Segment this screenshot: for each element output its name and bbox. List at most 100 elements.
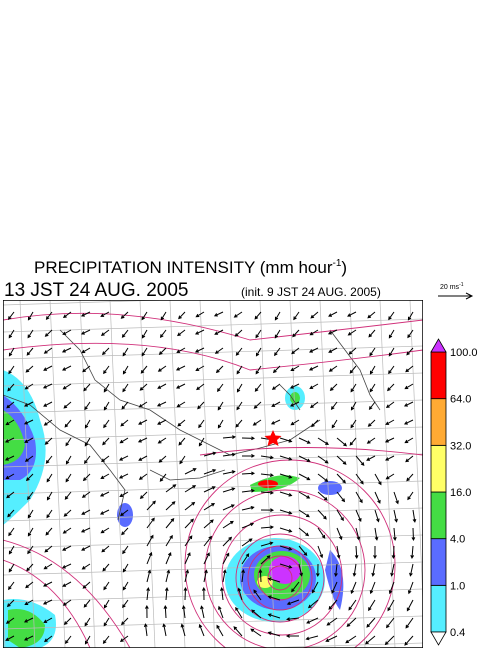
wind-arrow xyxy=(24,383,34,390)
wind-arrow xyxy=(309,347,319,353)
wind-arrow xyxy=(350,419,357,429)
wind-arrow xyxy=(292,329,300,338)
wind-arrow xyxy=(349,365,357,374)
wind-arrow xyxy=(42,383,53,389)
wind-arrow xyxy=(388,329,395,339)
wind-arrow xyxy=(409,563,414,577)
wind-arrow xyxy=(122,347,129,357)
wind-arrow xyxy=(184,569,189,583)
wind-arrow xyxy=(367,311,376,319)
wind-arrow xyxy=(157,365,167,372)
wind-arrow xyxy=(215,365,224,374)
wind-arrow xyxy=(274,347,281,357)
wind-arrow xyxy=(336,473,346,484)
wind-arrow xyxy=(163,604,168,619)
grid-line xyxy=(169,300,186,648)
wind-arrow xyxy=(62,599,72,606)
wind-arrow xyxy=(355,455,365,466)
wind-arrow xyxy=(4,437,15,443)
wind-arrow xyxy=(406,599,414,612)
wind-arrow xyxy=(350,401,357,411)
wind-arrow xyxy=(25,365,34,373)
wind-arrow xyxy=(160,311,167,321)
wind-arrow xyxy=(196,383,205,391)
wind-arrow xyxy=(82,581,91,589)
wind-arrow xyxy=(44,545,53,553)
wind-arrow xyxy=(103,599,110,609)
wind-arrow xyxy=(404,437,414,444)
wind-arrow xyxy=(100,311,110,317)
wind-arrow xyxy=(285,634,300,638)
wind-arrow xyxy=(369,347,376,357)
grid-line xyxy=(3,399,423,414)
wind-arrow xyxy=(157,419,167,425)
wind-arrow xyxy=(258,568,263,583)
wind-arrow xyxy=(24,599,34,606)
wind-arrow xyxy=(176,401,186,408)
wind-arrow xyxy=(100,329,110,336)
wind-arrow xyxy=(84,437,91,447)
wind-arrow xyxy=(103,581,110,591)
wind-arrow xyxy=(374,509,380,523)
wind-arrow xyxy=(165,484,177,493)
wind-arrow xyxy=(7,383,15,392)
wind-arrow xyxy=(352,563,357,577)
wind-arrow xyxy=(84,419,91,429)
wind-arrow xyxy=(328,311,338,317)
wind-arrow xyxy=(368,401,376,410)
grid-line xyxy=(139,300,156,648)
wind-arrow xyxy=(122,581,129,591)
wind-arrow xyxy=(119,437,129,444)
wind-arrow xyxy=(5,617,15,624)
wind-arrow xyxy=(184,468,197,475)
wind-arrow xyxy=(222,520,234,529)
wind-arrow xyxy=(122,599,129,609)
wind-arrow xyxy=(146,587,150,601)
wind-arrow xyxy=(410,545,415,559)
wind-arrow xyxy=(158,455,167,463)
grid-line xyxy=(3,561,423,576)
wind-arrow xyxy=(355,491,363,504)
wind-arrow xyxy=(198,623,205,637)
wind-arrow xyxy=(5,419,15,426)
wind-arrow xyxy=(271,401,281,407)
wind-arrow xyxy=(45,455,53,464)
wind-arrow xyxy=(175,365,186,371)
wind-arrow xyxy=(5,635,15,641)
colorbar-over xyxy=(430,338,447,353)
wind-arrow xyxy=(391,545,396,560)
wind-arrow xyxy=(407,329,414,339)
wind-arrow xyxy=(84,401,91,411)
wind-arrow xyxy=(24,455,34,462)
wind-arrow xyxy=(252,419,262,426)
wind-arrow xyxy=(84,635,91,645)
wind-arrow xyxy=(178,311,186,320)
wind-arrow xyxy=(118,473,129,479)
grid-line xyxy=(109,300,126,648)
colorbar-band xyxy=(430,538,447,586)
wind-arrow xyxy=(253,401,262,409)
wind-arrow xyxy=(355,527,361,541)
wind-arrow xyxy=(279,527,293,533)
wind-arrow xyxy=(368,329,376,338)
wind-arrow xyxy=(45,527,53,536)
wind-arrow xyxy=(220,587,224,601)
wind-arrow xyxy=(387,383,395,392)
wind-arrow xyxy=(213,311,224,317)
wind-arrow xyxy=(177,329,186,337)
wind-arrow xyxy=(298,491,311,499)
wind-arrow xyxy=(44,329,53,337)
title-suffix: ) xyxy=(341,258,347,277)
wind-arrow xyxy=(405,365,414,373)
wind-arrow xyxy=(46,491,53,501)
wind-arrow xyxy=(83,599,91,608)
wind-arrow xyxy=(279,545,293,551)
wind-arrow xyxy=(81,545,91,551)
wind-arrow xyxy=(407,311,414,321)
wind-arrow xyxy=(317,509,327,520)
wind-arrow xyxy=(121,527,129,536)
wind-arrow xyxy=(165,517,175,529)
wind-arrow xyxy=(298,527,310,537)
wind-arrow xyxy=(184,552,191,565)
wind-arrow xyxy=(279,473,293,479)
